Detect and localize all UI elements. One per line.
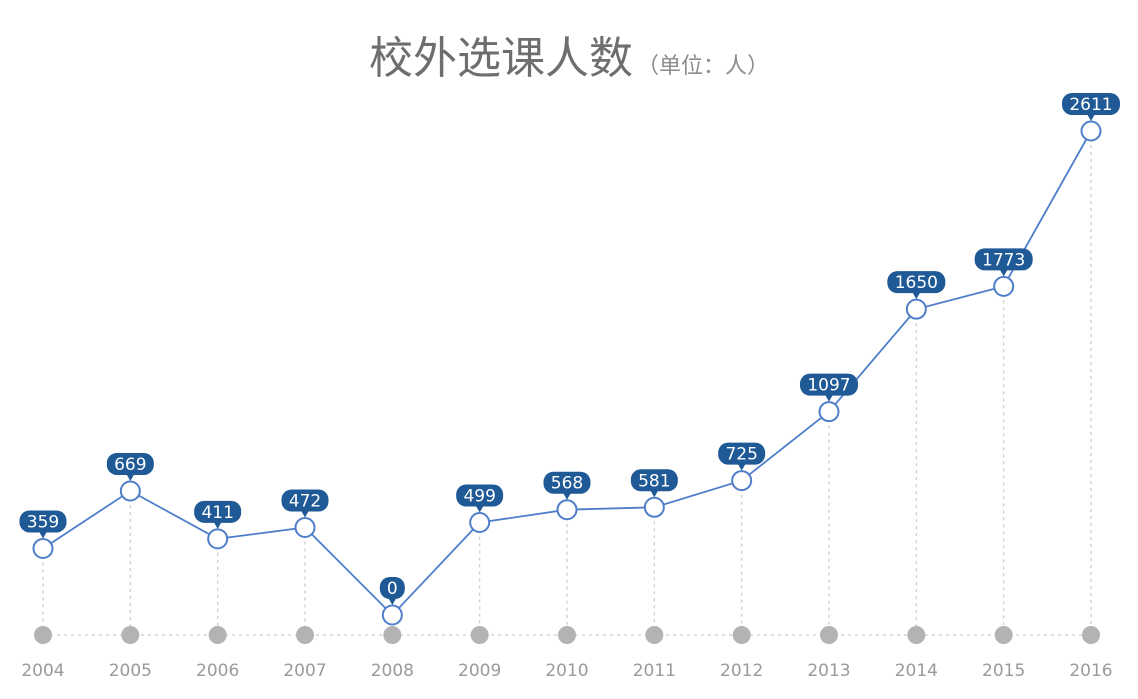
chart-title: 校外选课人数 （单位：人） xyxy=(0,22,1138,86)
data-label-text: 1650 xyxy=(895,273,938,293)
data-label-text: 0 xyxy=(387,579,398,599)
data-label: 669 xyxy=(106,452,154,481)
data-label-pointer xyxy=(737,463,746,471)
x-tick-label: 2016 xyxy=(1069,661,1112,681)
data-point xyxy=(294,517,316,539)
data-label-text: 568 xyxy=(551,474,583,494)
x-tick-label: 2011 xyxy=(633,661,676,681)
data-label: 411 xyxy=(194,500,242,529)
x-axis-dot xyxy=(296,626,314,644)
data-label-pointer xyxy=(213,521,222,529)
x-tick-label: 2008 xyxy=(371,661,414,681)
data-label-text: 1773 xyxy=(982,250,1025,270)
data-point xyxy=(207,528,229,550)
data-label-badge xyxy=(194,500,242,523)
data-label-pointer xyxy=(912,292,921,300)
x-axis-dot xyxy=(208,626,227,644)
data-point xyxy=(469,512,491,534)
x-tick-label: 2010 xyxy=(545,661,588,681)
data-point xyxy=(818,401,840,423)
chart-title-unit: （单位：人） xyxy=(636,54,769,79)
data-label-badge xyxy=(887,271,946,294)
x-axis-dot xyxy=(558,626,576,644)
data-label-pointer xyxy=(475,505,484,513)
data-label-text: 411 xyxy=(201,503,233,523)
x-tick-label: 2012 xyxy=(720,661,763,681)
x-axis-dot xyxy=(907,626,926,644)
data-label-pointer xyxy=(388,598,397,605)
series-line xyxy=(42,130,1092,617)
x-axis-dot xyxy=(732,626,751,644)
x-tick-label: 2009 xyxy=(458,661,501,681)
data-label: 472 xyxy=(281,489,329,518)
x-axis-dot xyxy=(34,626,52,644)
data-point xyxy=(381,604,403,626)
data-point xyxy=(905,298,927,320)
data-label: 568 xyxy=(543,471,591,500)
data-point xyxy=(993,275,1015,297)
data-label: 2611 xyxy=(1062,93,1120,121)
x-axis-dot xyxy=(470,626,489,644)
x-axis-dot xyxy=(645,626,664,644)
x-axis-dot xyxy=(820,626,838,644)
data-point xyxy=(556,499,578,521)
x-tick-label: 2004 xyxy=(21,661,64,681)
data-label: 359 xyxy=(19,510,67,539)
data-label-badge xyxy=(800,373,858,396)
data-label-badge xyxy=(630,469,678,492)
data-label-pointer xyxy=(1087,114,1095,121)
data-label-badge xyxy=(379,577,405,599)
data-point xyxy=(1080,120,1102,142)
x-axis-dot xyxy=(383,626,402,644)
x-tick-label: 2005 xyxy=(109,661,152,681)
data-label-pointer xyxy=(126,473,135,481)
data-label-badge xyxy=(106,452,154,475)
x-tick-label: 2006 xyxy=(196,661,239,681)
data-label-text: 2611 xyxy=(1069,95,1112,115)
chart-title-main: 校外选课人数 xyxy=(368,33,633,84)
x-axis-dot xyxy=(1082,626,1100,644)
data-label: 1650 xyxy=(887,271,946,300)
data-label-pointer xyxy=(999,269,1008,277)
data-point xyxy=(119,480,141,502)
data-label-badge xyxy=(718,442,766,465)
data-point xyxy=(32,537,54,559)
data-label-badge xyxy=(281,489,329,512)
data-label-pointer xyxy=(563,492,571,500)
data-label-badge xyxy=(19,510,67,533)
data-label-badge xyxy=(974,248,1033,271)
x-tick-label: 2015 xyxy=(982,661,1025,681)
data-label-badge xyxy=(456,484,504,507)
data-label-text: 472 xyxy=(289,492,321,512)
data-label: 581 xyxy=(630,469,678,498)
data-label-text: 499 xyxy=(463,487,495,507)
data-label: 0 xyxy=(379,577,405,605)
x-tick-label: 2014 xyxy=(895,661,938,681)
x-axis-dot xyxy=(121,626,140,644)
x-tick-label: 2007 xyxy=(283,661,326,681)
data-label-pointer xyxy=(39,531,47,539)
data-label-text: 359 xyxy=(27,512,59,532)
data-label: 1773 xyxy=(974,248,1033,277)
x-tick-label: 2013 xyxy=(807,661,850,681)
data-label-text: 669 xyxy=(114,455,146,475)
data-label-pointer xyxy=(650,490,659,498)
data-point xyxy=(643,496,665,518)
data-label-badge xyxy=(1062,93,1120,115)
data-label-pointer xyxy=(825,394,833,402)
data-label: 725 xyxy=(718,442,766,471)
data-label-text: 725 xyxy=(725,445,757,465)
data-label: 499 xyxy=(456,484,504,513)
data-point xyxy=(731,470,753,492)
x-axis-dot xyxy=(994,626,1013,644)
data-label-text: 1097 xyxy=(807,376,850,396)
data-label: 1097 xyxy=(800,373,858,402)
data-label-pointer xyxy=(301,510,309,518)
data-label-badge xyxy=(543,471,591,494)
data-label-text: 581 xyxy=(638,471,670,491)
